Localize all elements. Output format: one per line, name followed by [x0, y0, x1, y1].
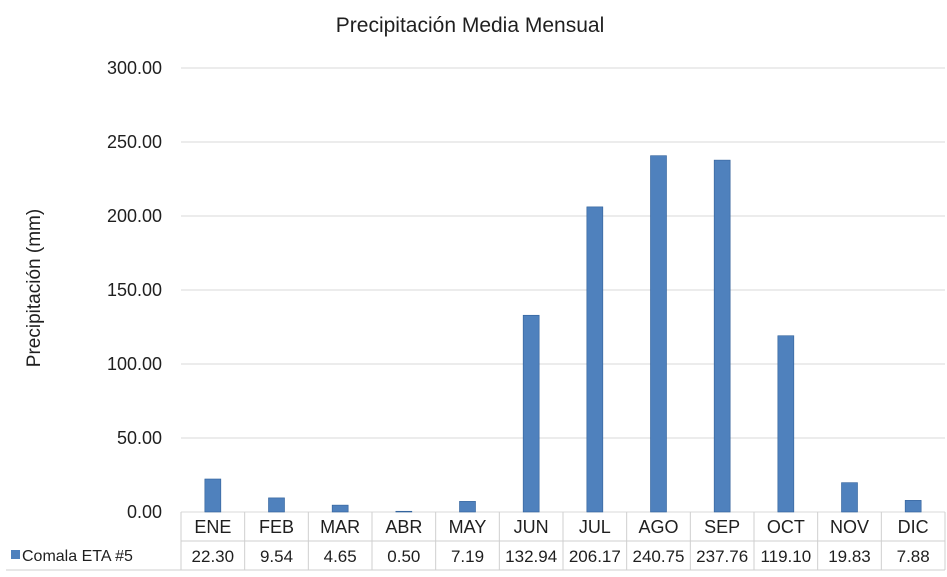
legend-label: Comala ETA #5 — [22, 548, 133, 565]
bar-may — [459, 501, 476, 513]
bar-jul — [586, 206, 604, 513]
data-label: 22.30 — [192, 547, 235, 566]
x-tick-label: DIC — [898, 517, 929, 537]
bar-ene — [204, 478, 222, 513]
data-label: 7.88 — [897, 547, 930, 566]
y-tick-label: 250.00 — [107, 132, 162, 152]
data-label: 4.65 — [324, 547, 357, 566]
bar-ago — [650, 155, 667, 513]
x-tick-label: JUL — [579, 517, 611, 537]
data-label: 240.75 — [633, 547, 685, 566]
x-tick-label: JUN — [514, 517, 549, 537]
data-label: 119.10 — [760, 547, 811, 566]
data-label: 237.76 — [696, 547, 748, 566]
data-table: ENE 22.30 FEB 9.54 MAR 4.65 ABR 0.50 MAY 7.19 JUN 1… — [6, 512, 946, 571]
x-tick-label: ABR — [385, 517, 422, 537]
x-tick-label: MAY — [449, 517, 487, 537]
x-tick-label: MAR — [320, 517, 360, 537]
x-tick-label: OCT — [767, 517, 805, 537]
y-tick-label: 0.00 — [127, 502, 162, 522]
bar-oct — [777, 335, 795, 513]
x-tick-label: AGO — [638, 517, 678, 537]
gridlines — [181, 67, 945, 513]
bar-feb — [268, 497, 285, 513]
y-tick-label: 200.00 — [107, 206, 162, 226]
data-label: 9.54 — [260, 547, 293, 566]
x-tick-label: ENE — [194, 517, 231, 537]
y-axis-label: Precipitación (mm) — [24, 209, 45, 367]
y-axis-ticks: 0.00 50.00 100.00 150.00 200.00 250.00 300.00 — [107, 58, 162, 522]
x-tick-label: NOV — [830, 517, 869, 537]
data-label: 7.19 — [451, 547, 484, 566]
y-tick-label: 50.00 — [117, 428, 162, 448]
chart-title: Precipitación Media Mensual — [336, 14, 604, 37]
bar-abr — [395, 510, 413, 513]
bars — [204, 155, 922, 513]
x-tick-label: FEB — [259, 517, 294, 537]
data-label: 132.94 — [505, 547, 557, 566]
data-label: 19.83 — [828, 547, 871, 566]
bar-jun — [522, 314, 540, 513]
bar-nov — [841, 482, 858, 513]
y-tick-label: 150.00 — [107, 280, 162, 300]
bar-mar — [331, 504, 349, 513]
legend-swatch — [11, 550, 20, 559]
bar-sep — [713, 159, 731, 513]
x-tick-label: SEP — [704, 517, 740, 537]
bar-dic — [904, 500, 922, 513]
y-tick-label: 100.00 — [107, 354, 162, 374]
data-label: 0.50 — [387, 547, 420, 566]
y-tick-label: 300.00 — [107, 58, 162, 78]
data-label: 206.17 — [569, 547, 621, 566]
